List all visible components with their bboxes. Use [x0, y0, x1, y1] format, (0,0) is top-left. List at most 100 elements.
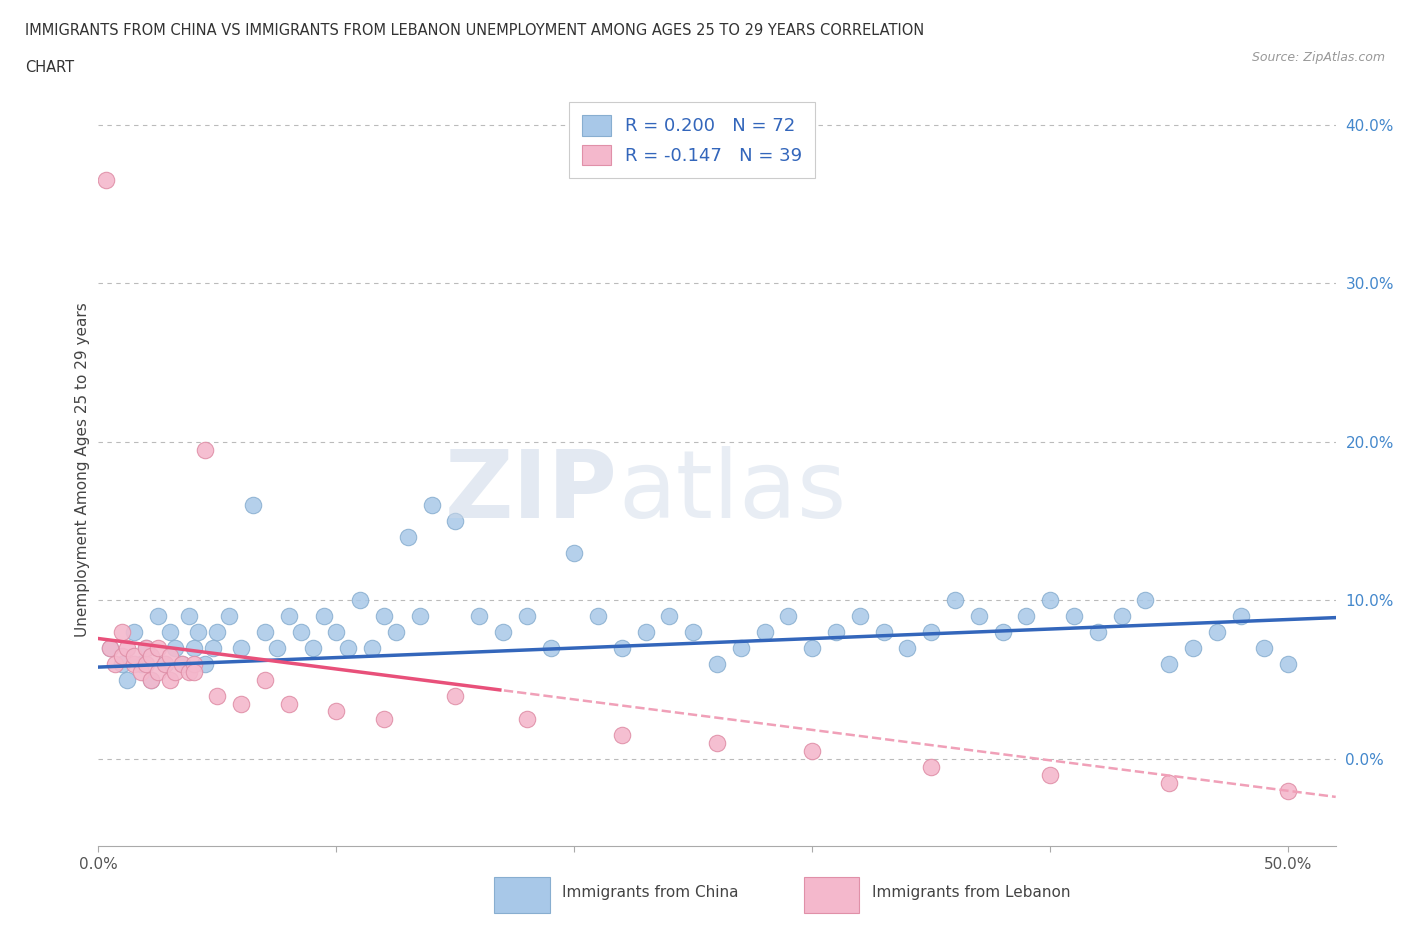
Point — [183, 657, 205, 671]
Point — [314, 609, 336, 624]
Point — [277, 609, 299, 624]
Point — [277, 697, 299, 711]
Point — [183, 664, 205, 679]
Point — [1277, 783, 1299, 798]
Point — [444, 688, 467, 703]
Text: CHART: CHART — [25, 60, 75, 75]
Point — [159, 648, 181, 663]
Point — [146, 609, 169, 624]
Point — [146, 664, 169, 679]
Point — [540, 641, 562, 656]
Point — [634, 625, 657, 640]
Point — [1039, 593, 1062, 608]
Point — [139, 672, 162, 687]
Point — [122, 625, 145, 640]
Point — [801, 641, 824, 656]
Point — [991, 625, 1014, 640]
Point — [373, 712, 395, 727]
Point — [177, 664, 200, 679]
Point — [706, 736, 728, 751]
Point — [349, 593, 371, 608]
Text: Immigrants from China: Immigrants from China — [562, 885, 740, 900]
Text: ZIP: ZIP — [446, 446, 619, 538]
Point — [610, 728, 633, 743]
Point — [396, 529, 419, 544]
Point — [163, 641, 186, 656]
Point — [159, 625, 181, 640]
Point — [373, 609, 395, 624]
Point — [586, 609, 609, 624]
Point — [849, 609, 872, 624]
Point — [658, 609, 681, 624]
Point — [98, 641, 121, 656]
Point — [337, 641, 360, 656]
Y-axis label: Unemployment Among Ages 25 to 29 years: Unemployment Among Ages 25 to 29 years — [75, 302, 90, 637]
Bar — [495, 877, 550, 913]
Point — [177, 609, 200, 624]
Point — [492, 625, 515, 640]
Point — [920, 625, 942, 640]
Point — [444, 513, 467, 528]
Point — [135, 641, 157, 656]
Point — [122, 657, 145, 671]
Point — [207, 625, 229, 640]
Point — [385, 625, 408, 640]
Point — [801, 744, 824, 759]
Point — [1135, 593, 1157, 608]
Point — [1229, 609, 1251, 624]
Point — [135, 657, 157, 671]
Point — [1253, 641, 1275, 656]
Point — [920, 760, 942, 775]
Point — [1205, 625, 1227, 640]
Point — [163, 664, 186, 679]
Legend: R = 0.200   N = 72, R = -0.147   N = 39: R = 0.200 N = 72, R = -0.147 N = 39 — [569, 102, 815, 178]
Point — [1015, 609, 1038, 624]
Text: atlas: atlas — [619, 446, 846, 538]
Point — [516, 609, 538, 624]
Point — [420, 498, 443, 512]
Text: IMMIGRANTS FROM CHINA VS IMMIGRANTS FROM LEBANON UNEMPLOYMENT AMONG AGES 25 TO 2: IMMIGRANTS FROM CHINA VS IMMIGRANTS FROM… — [25, 23, 925, 38]
Point — [408, 609, 430, 624]
Point — [115, 641, 138, 656]
Point — [253, 625, 276, 640]
Point — [361, 641, 384, 656]
Point — [115, 672, 138, 687]
Point — [562, 546, 585, 561]
Point — [1039, 767, 1062, 782]
Point — [183, 641, 205, 656]
Point — [943, 593, 966, 608]
Point — [194, 657, 217, 671]
Point — [1159, 657, 1181, 671]
Point — [325, 704, 347, 719]
Point — [159, 672, 181, 687]
Point — [170, 657, 193, 671]
Point — [516, 712, 538, 727]
Point — [111, 657, 134, 671]
Point — [290, 625, 312, 640]
Point — [129, 664, 152, 679]
Point — [468, 609, 491, 624]
Point — [94, 173, 117, 188]
Point — [1181, 641, 1204, 656]
Point — [1087, 625, 1109, 640]
Point — [135, 641, 157, 656]
Point — [153, 657, 176, 671]
Point — [325, 625, 347, 640]
Point — [730, 641, 752, 656]
Point — [610, 641, 633, 656]
Point — [754, 625, 776, 640]
Text: Immigrants from Lebanon: Immigrants from Lebanon — [872, 885, 1070, 900]
Point — [187, 625, 209, 640]
Point — [194, 443, 217, 458]
Point — [231, 697, 253, 711]
Point — [201, 641, 224, 656]
Point — [231, 641, 253, 656]
Point — [104, 657, 127, 671]
Point — [1277, 657, 1299, 671]
Point — [129, 657, 152, 671]
Point — [706, 657, 728, 671]
Point — [146, 641, 169, 656]
Point — [111, 625, 134, 640]
Point — [825, 625, 848, 640]
Point — [1159, 776, 1181, 790]
